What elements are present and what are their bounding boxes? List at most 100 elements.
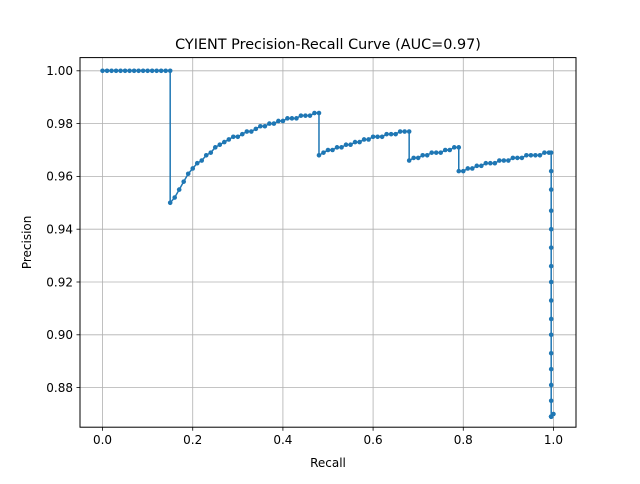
y-tick-label: 0.98 <box>46 117 73 131</box>
pr-curve-point <box>149 68 155 74</box>
pr-curve-point <box>104 68 110 74</box>
pr-curve-point <box>158 68 164 74</box>
pr-curve-point <box>548 263 554 269</box>
pr-curve-point <box>497 158 502 163</box>
pr-curve-point <box>249 129 254 134</box>
pr-curve-point <box>253 126 259 132</box>
pr-curve-point <box>397 129 403 134</box>
pr-curve-point <box>244 129 250 134</box>
pr-curve-point <box>510 155 516 161</box>
pr-curve-point <box>203 152 209 158</box>
pr-curve-point <box>515 155 520 161</box>
pr-curve-point <box>548 150 554 155</box>
y-tick-label: 0.90 <box>46 328 73 342</box>
y-tick-label: 0.92 <box>46 275 73 289</box>
pr-curve-point <box>285 116 290 121</box>
pr-curve-point <box>424 152 430 158</box>
pr-curve-point <box>280 118 286 124</box>
pr-curve-point <box>307 113 313 118</box>
pr-curve-point <box>181 179 187 184</box>
pr-curve-point <box>122 68 128 74</box>
pr-curve-point <box>276 118 281 124</box>
pr-curve-point <box>442 147 448 153</box>
pr-curve-point <box>316 110 322 116</box>
x-tick-label: 0.8 <box>454 433 473 447</box>
pr-curve-point <box>163 68 168 74</box>
pr-curve-point <box>176 187 182 192</box>
pr-curve-point <box>235 134 241 140</box>
pr-curve-point <box>388 131 394 137</box>
pr-curve-point <box>348 142 353 148</box>
pr-curve-point <box>548 168 554 174</box>
pr-curve-point <box>519 155 525 161</box>
pr-curve-point <box>303 113 308 118</box>
pr-curve-point <box>154 68 159 74</box>
y-tick-label: 0.88 <box>46 381 73 395</box>
pr-curve-point <box>479 163 484 169</box>
pr-curve-point <box>433 150 439 155</box>
pr-curve-point <box>406 129 412 134</box>
pr-curve-point <box>217 142 223 148</box>
pr-curve-point <box>506 158 511 163</box>
pr-curve-point <box>258 123 263 129</box>
pr-curve-point <box>465 166 471 171</box>
pr-curve-point <box>548 316 554 322</box>
pr-curve-point <box>212 145 218 150</box>
pr-curve-point <box>127 68 132 74</box>
pr-curve-point <box>140 68 146 74</box>
pr-curve-point <box>537 152 543 158</box>
pr-curve-point <box>548 398 554 404</box>
pr-curve-point <box>469 166 475 171</box>
pr-curve-point <box>271 121 277 126</box>
x-tick-label: 0.0 <box>93 433 112 447</box>
pr-curve-point <box>548 187 554 192</box>
pr-curve-point <box>533 152 538 158</box>
pr-curve-point <box>548 245 554 250</box>
pr-curve-point <box>483 160 489 166</box>
pr-curve-point <box>551 411 556 417</box>
pr-curve-point <box>492 160 498 166</box>
x-tick-label: 1.0 <box>544 433 563 447</box>
pr-curve-point <box>312 110 317 116</box>
pr-curve-point <box>393 131 398 137</box>
pr-curve-point <box>524 152 529 158</box>
pr-curve-point <box>298 113 304 118</box>
pr-curve-point <box>548 298 554 303</box>
pr-curve-point <box>352 139 358 145</box>
pr-curve-point <box>240 131 245 137</box>
pr-curve-point <box>384 131 389 137</box>
pr-curve-point <box>109 68 114 74</box>
pr-curve-point <box>429 150 435 155</box>
pr-curve-point <box>415 155 421 161</box>
pr-curve-point <box>131 68 137 74</box>
pr-curve-point <box>294 116 299 121</box>
pr-curve-point <box>113 68 119 74</box>
pr-curve-point <box>172 195 177 200</box>
pr-curve-point <box>528 152 534 158</box>
pr-curve-point <box>548 279 554 285</box>
pr-curve-point <box>411 155 416 161</box>
pr-curve-point <box>501 158 507 163</box>
pr-curve-point <box>231 134 236 140</box>
pr-curve-point <box>262 123 268 129</box>
pr-curve-point <box>190 166 196 171</box>
pr-curve-point <box>325 147 331 153</box>
pr-curve-point <box>330 147 335 153</box>
pr-curve-point <box>221 139 227 145</box>
y-axis-label: Precision <box>20 216 34 270</box>
pr-curve-point <box>542 150 547 155</box>
pr-curve-point <box>548 366 554 372</box>
pr-curve-point <box>370 134 376 140</box>
marker-layer <box>100 68 556 419</box>
pr-curve-point <box>460 168 466 174</box>
pr-curve-point <box>118 68 123 74</box>
x-tick-label: 0.6 <box>364 433 383 447</box>
pr-curve-point <box>420 152 425 158</box>
pr-curve-point <box>361 137 367 142</box>
chart-title: CYIENT Precision-Recall Curve (AUC=0.97) <box>175 37 481 53</box>
pr-curve-point <box>167 200 173 206</box>
y-tick-label: 1.00 <box>46 64 73 78</box>
pr-curve-point <box>343 142 349 148</box>
